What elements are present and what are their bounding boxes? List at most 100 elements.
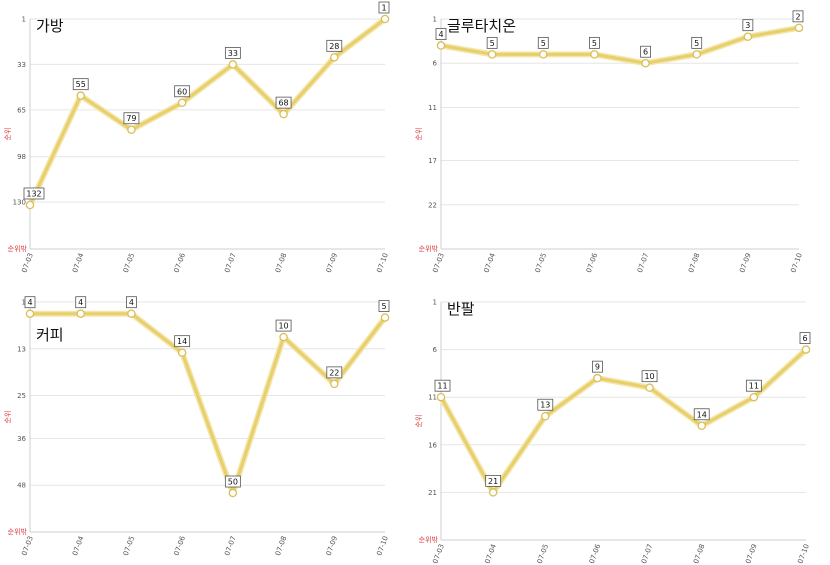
y-tick-label: 11	[428, 104, 437, 112]
x-tick-label: 07-10	[375, 252, 389, 274]
data-point	[692, 50, 701, 59]
data-label: 6	[802, 334, 807, 343]
y-footer-label: 순위밖	[419, 244, 439, 253]
x-tick-label: 07-06	[588, 542, 603, 564]
series-line	[439, 26, 801, 65]
x-tick-label: 07-07	[223, 535, 237, 557]
data-label-box	[799, 332, 811, 345]
y-footer-label: 순위밖	[419, 535, 439, 544]
data-label-box	[745, 379, 762, 392]
x-tick-label: 07-05	[122, 535, 136, 557]
data-label-box	[123, 112, 140, 125]
data-point	[330, 379, 339, 389]
data-label: 11	[437, 382, 447, 391]
y-tick-label: 33	[17, 61, 26, 69]
data-label: 68	[278, 99, 288, 108]
data-label: 22	[329, 368, 339, 377]
data-point	[539, 50, 548, 59]
data-label: 5	[381, 302, 386, 311]
data-point	[25, 309, 35, 318]
x-tick-label: 07-08	[274, 535, 288, 557]
data-label: 10	[644, 372, 654, 381]
y-tick-label: 65	[17, 106, 26, 114]
data-label-box	[75, 296, 87, 309]
data-point	[177, 98, 187, 108]
x-tick-label: 07-03	[20, 252, 34, 274]
data-label-box	[224, 47, 241, 59]
data-point	[76, 91, 85, 100]
data-label-box	[792, 10, 804, 23]
x-tick-label: 07-03	[20, 535, 34, 557]
data-label: 4	[129, 298, 134, 307]
data-label: 5	[541, 39, 546, 48]
data-point	[541, 411, 550, 421]
data-label: 5	[694, 39, 699, 48]
data-label: 6	[643, 48, 648, 57]
series-line-glow	[438, 346, 809, 496]
data-label-box	[174, 335, 191, 348]
data-point	[380, 14, 390, 24]
y-tick-label: 22	[428, 201, 437, 209]
data-label-box	[72, 78, 89, 91]
x-tick-label: 07-10	[375, 535, 389, 557]
series-line	[439, 348, 808, 494]
x-tick-label: 07-07	[223, 252, 237, 274]
data-label: 5	[490, 39, 495, 48]
y-tick-label: 16	[428, 441, 437, 449]
data-label-box	[378, 300, 390, 312]
y-tick-label: 1	[22, 299, 26, 307]
data-point	[25, 200, 35, 210]
chart-title: 가방	[36, 17, 64, 35]
data-point	[749, 392, 759, 402]
data-label: 33	[228, 49, 238, 58]
data-label: 55	[76, 80, 86, 89]
data-point	[177, 348, 187, 357]
data-point	[641, 58, 650, 68]
data-label-box	[537, 398, 554, 411]
data-label: 14	[697, 410, 707, 419]
y-tick-label: 17	[428, 157, 437, 165]
data-point	[697, 421, 706, 431]
series-line	[28, 17, 387, 207]
series-line-glow	[27, 310, 388, 497]
x-tick-label: 07-06	[173, 251, 188, 273]
y-tick-label: 11	[428, 394, 437, 402]
y-footer-label: 순위밖	[8, 244, 28, 253]
x-tick-label: 07-04	[71, 251, 86, 273]
x-tick-label: 07-03	[431, 543, 445, 565]
data-point	[436, 41, 446, 50]
data-point	[330, 53, 339, 62]
data-label-box	[224, 475, 241, 488]
data-label-box	[742, 19, 754, 32]
data-label: 60	[177, 87, 187, 96]
data-label-box	[485, 474, 502, 487]
x-tick-label: 07-09	[744, 543, 758, 565]
data-point	[794, 23, 804, 33]
data-point	[801, 345, 811, 354]
y-tick-label: 6	[433, 60, 438, 68]
y-axis-label: 순위	[415, 415, 423, 428]
data-label: 50	[228, 478, 238, 487]
data-label: 79	[126, 114, 136, 123]
y-tick-label: 1	[22, 16, 26, 24]
y-footer-label: 순위밖	[8, 527, 28, 536]
x-tick-label: 07-04	[71, 534, 86, 556]
y-tick-label: 130	[13, 199, 26, 207]
y-axis-label: 순위	[415, 128, 423, 141]
data-point	[76, 309, 85, 318]
y-tick-label: 1	[433, 299, 437, 307]
data-label: 14	[177, 337, 187, 346]
data-label-box	[640, 45, 651, 58]
data-point	[590, 50, 599, 59]
y-tick-label: 36	[17, 435, 26, 443]
data-point	[127, 309, 136, 318]
x-tick-label: 07-10	[789, 252, 803, 274]
x-tick-label: 07-06	[173, 534, 188, 556]
y-axis-label: 순위	[4, 411, 12, 424]
y-tick-label: 6	[433, 346, 438, 354]
data-label: 4	[27, 298, 32, 307]
x-tick-label: 07-05	[534, 252, 548, 274]
y-tick-label: 1	[433, 16, 437, 24]
